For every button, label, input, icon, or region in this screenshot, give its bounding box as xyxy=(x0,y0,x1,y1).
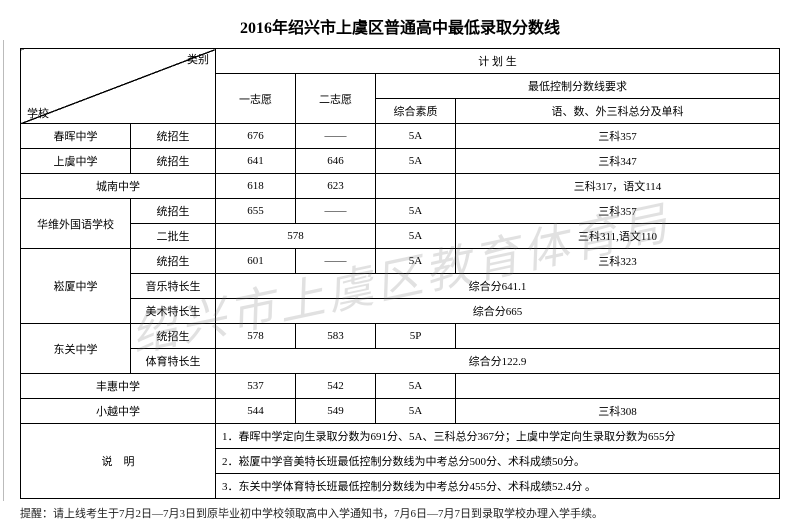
cell-school: 华维外国语学校 xyxy=(21,199,131,249)
cell-school: 城南中学 xyxy=(21,174,216,199)
cell-q: 5A xyxy=(376,249,456,274)
cell-s: 三科323 xyxy=(456,249,780,274)
cell-c2: 542 xyxy=(296,374,376,399)
cell-q: 5P xyxy=(376,324,456,349)
cell-c1: 578 xyxy=(216,324,296,349)
cell-s: 三科357 xyxy=(456,124,780,149)
cell-s: 三科317，语文114 xyxy=(456,174,780,199)
cell-q: 5A xyxy=(376,224,456,249)
cell-school: 崧厦中学 xyxy=(21,249,131,324)
cell-q: 5A xyxy=(376,399,456,424)
cell-cat: 二批生 xyxy=(131,224,216,249)
header-diagonal: 类别 学校 xyxy=(21,49,216,124)
cell-cat: 体育特长生 xyxy=(131,349,216,374)
header-school: 学校 xyxy=(27,105,49,121)
cell-c1: 537 xyxy=(216,374,296,399)
header-first: 一志愿 xyxy=(216,74,296,124)
left-ruler xyxy=(3,40,12,501)
cell-school: 春晖中学 xyxy=(21,124,131,149)
cell-q: 5A xyxy=(376,149,456,174)
cell-cat: 统招生 xyxy=(131,249,216,274)
cell-c2: 646 xyxy=(296,149,376,174)
cell-c2: —— xyxy=(296,124,376,149)
header-minreq: 最低控制分数线要求 xyxy=(376,74,780,99)
cell-c1: 544 xyxy=(216,399,296,424)
cell-cat: 统招生 xyxy=(131,199,216,224)
score-table: 类别 学校 计 划 生 一志愿 二志愿 最低控制分数线要求 综合素质 语、数、外… xyxy=(20,48,780,499)
cell-s: 三科357 xyxy=(456,199,780,224)
cell-school: 东关中学 xyxy=(21,324,131,374)
cell-cat: 统招生 xyxy=(131,324,216,349)
cell-s: 三科311,语文110 xyxy=(456,224,780,249)
cell-cat: 音乐特长生 xyxy=(131,274,216,299)
notes-label: 说 明 xyxy=(21,424,216,499)
header-quality: 综合素质 xyxy=(376,99,456,124)
cell-cat: 统招生 xyxy=(131,149,216,174)
cell-c2: 549 xyxy=(296,399,376,424)
header-category: 类别 xyxy=(187,51,209,67)
cell-c1: 601 xyxy=(216,249,296,274)
cell-c1: 655 xyxy=(216,199,296,224)
cell-q: 5A xyxy=(376,199,456,224)
header-second: 二志愿 xyxy=(296,74,376,124)
header-subjects: 语、数、外三科总分及单科 xyxy=(456,99,780,124)
note-item: 1．春晖中学定向生录取分数为691分、5A、三科总分367分；上虞中学定向生录取… xyxy=(216,424,780,449)
cell-s: 三科347 xyxy=(456,149,780,174)
cell-cat: 美术特长生 xyxy=(131,299,216,324)
cell-c2: —— xyxy=(296,199,376,224)
cell-c2: 623 xyxy=(296,174,376,199)
cell-s xyxy=(456,324,780,349)
cell-c12: 综合分641.1 xyxy=(216,274,780,299)
cell-q: 5A xyxy=(376,374,456,399)
cell-c1: 641 xyxy=(216,149,296,174)
cell-s: 三科308 xyxy=(456,399,780,424)
cell-school: 上虞中学 xyxy=(21,149,131,174)
header-plan: 计 划 生 xyxy=(216,49,780,74)
cell-c12: 综合分665 xyxy=(216,299,780,324)
cell-c1: 618 xyxy=(216,174,296,199)
cell-school: 丰惠中学 xyxy=(21,374,216,399)
cell-c1: 676 xyxy=(216,124,296,149)
cell-c2: 583 xyxy=(296,324,376,349)
cell-c12: 综合分122.9 xyxy=(216,349,780,374)
cell-cat: 统招生 xyxy=(131,124,216,149)
footer-note: 提醒：请上线考生于7月2日—7月3日到原毕业初中学校领取高中入学通知书，7月6日… xyxy=(20,505,780,521)
cell-c2: —— xyxy=(296,249,376,274)
cell-c12: 578 xyxy=(216,224,376,249)
cell-s xyxy=(456,374,780,399)
note-item: 2．崧厦中学音美特长班最低控制分数线为中考总分500分、术科成绩50分。 xyxy=(216,449,780,474)
cell-school: 小越中学 xyxy=(21,399,216,424)
note-item: 3．东关中学体育特长班最低控制分数线为中考总分455分、术科成绩52.4分 。 xyxy=(216,474,780,499)
cell-q: 5A xyxy=(376,124,456,149)
cell-q xyxy=(376,174,456,199)
page-title: 2016年绍兴市上虞区普通高中最低录取分数线 xyxy=(20,14,780,38)
